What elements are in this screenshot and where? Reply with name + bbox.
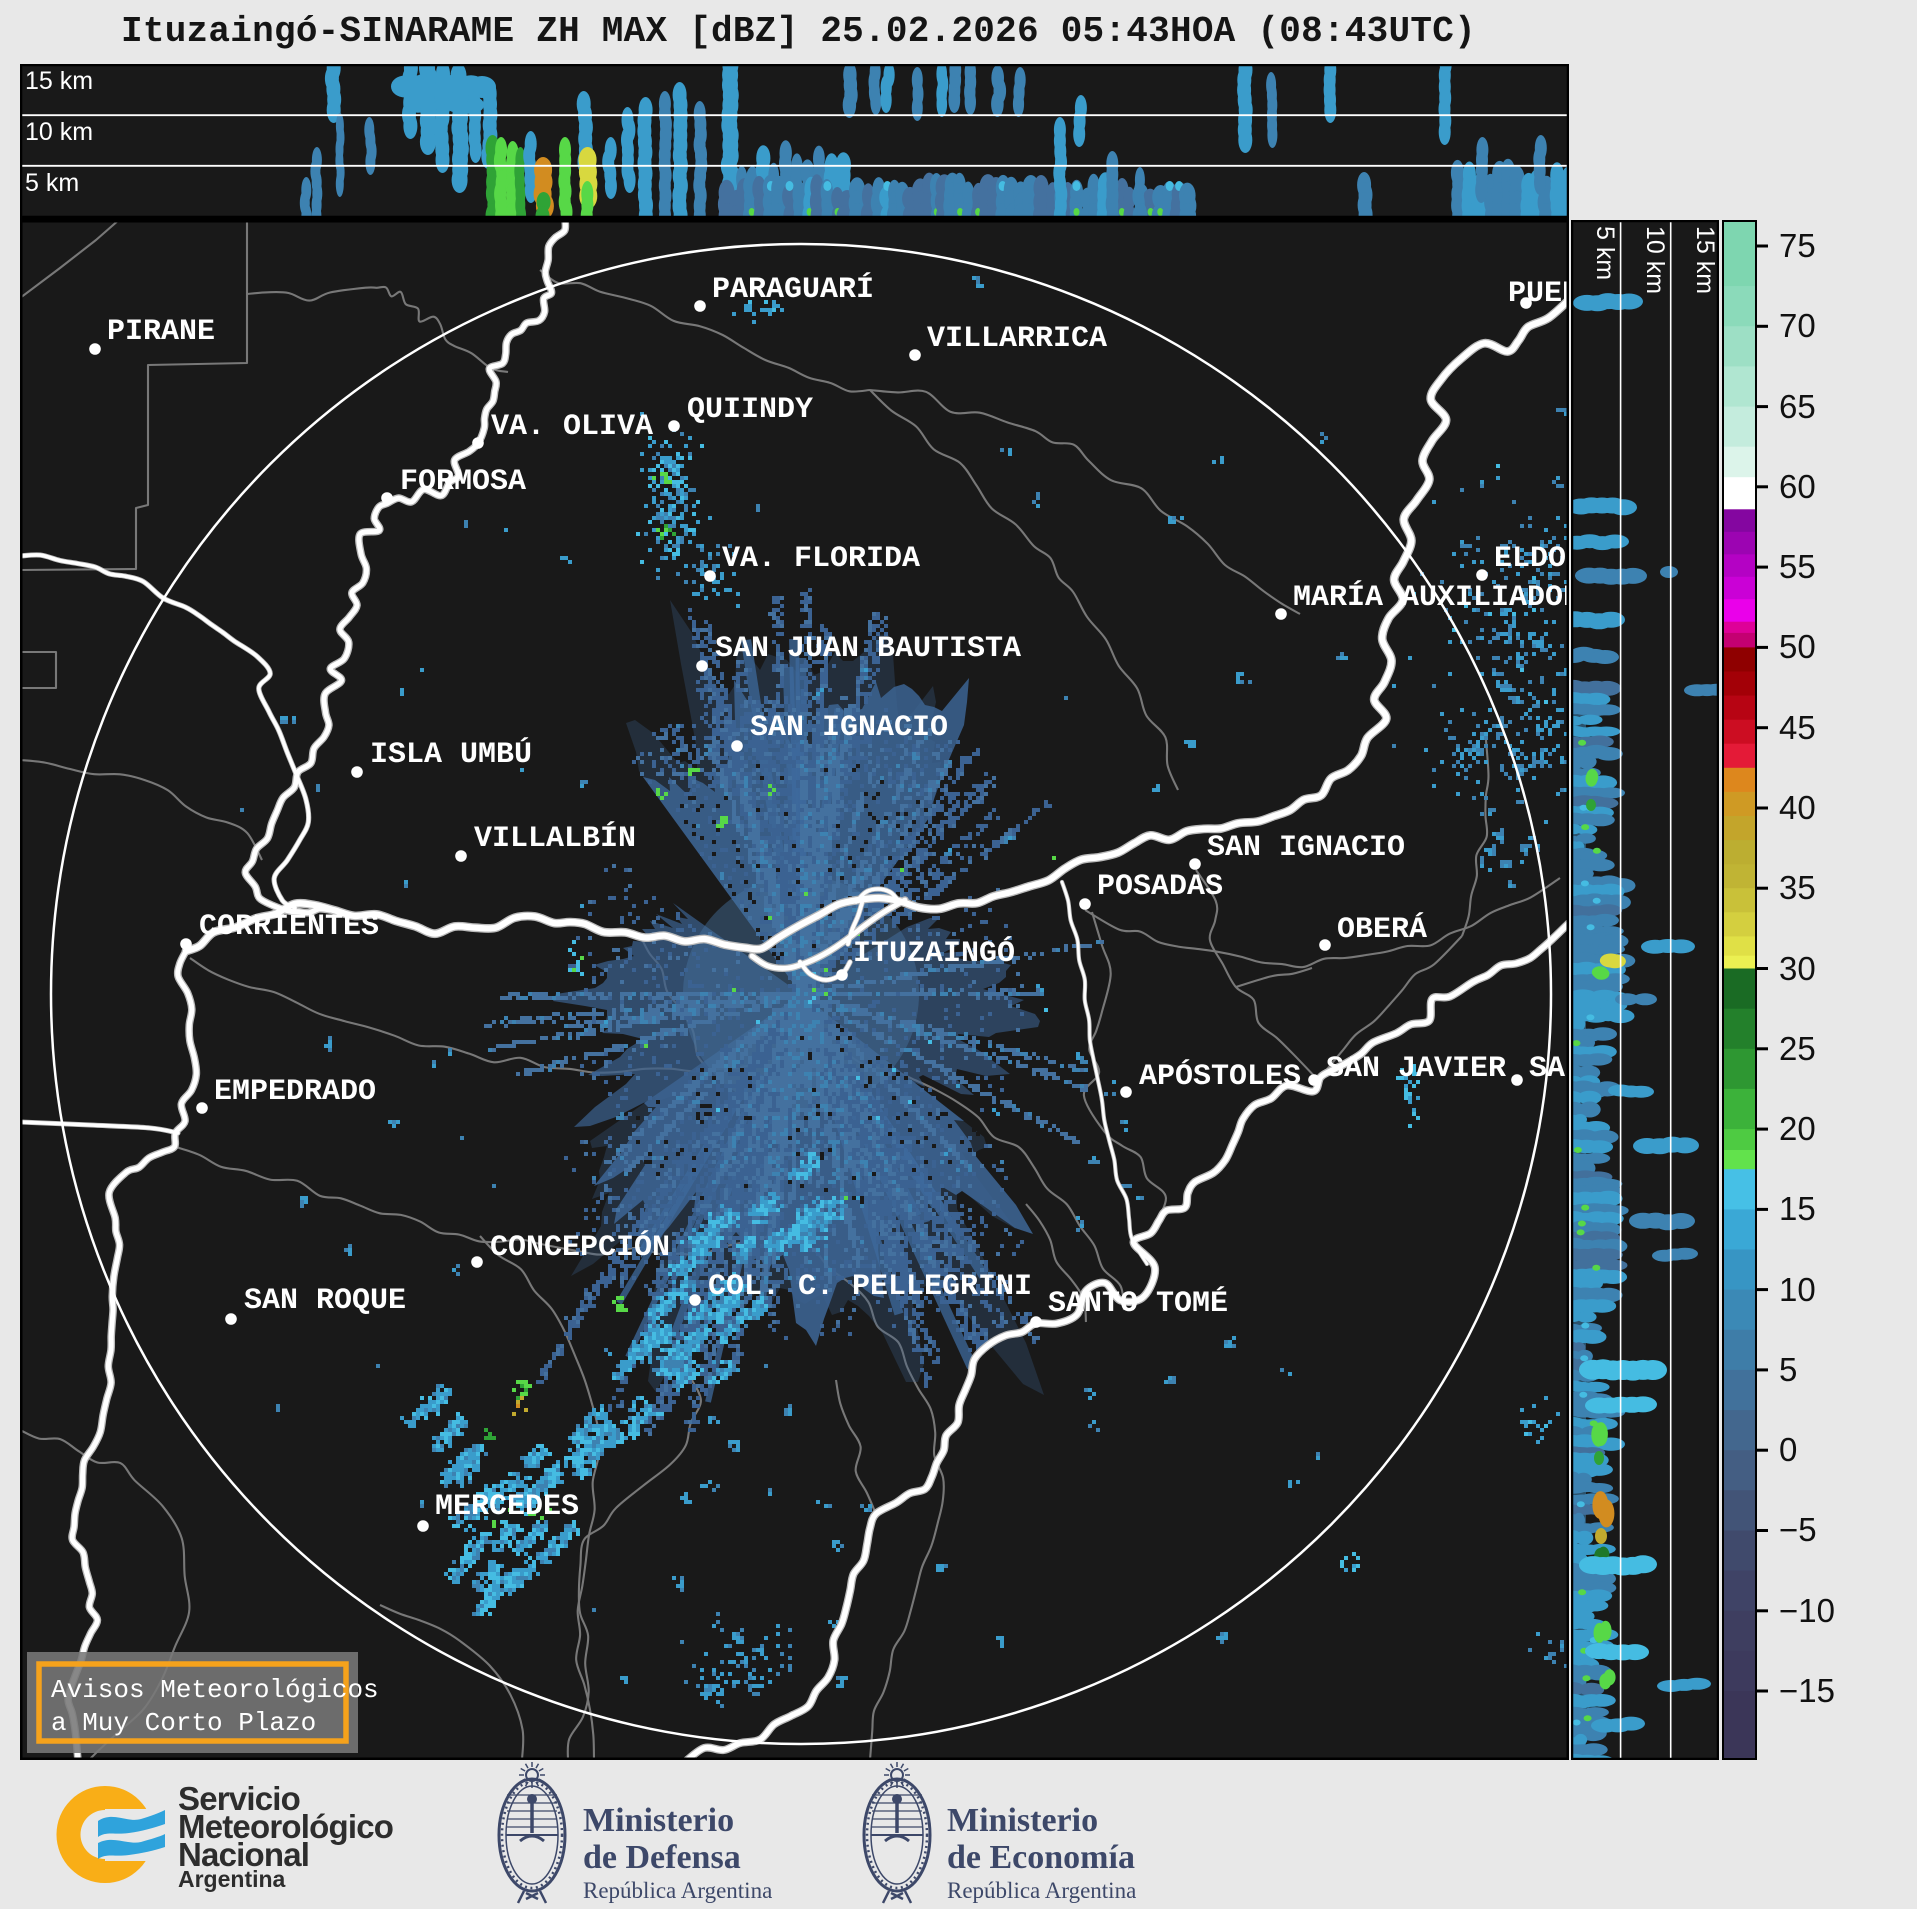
svg-text:MERCEDES: MERCEDES: [435, 1490, 579, 1524]
svg-text:FORMOSA: FORMOSA: [400, 465, 526, 499]
svg-text:PARAGUARÍ: PARAGUARÍ: [712, 272, 874, 307]
svg-text:15 km: 15 km: [25, 67, 93, 95]
svg-text:CONCEPCIÓN: CONCEPCIÓN: [490, 1230, 670, 1265]
svg-text:VILLALBÍN: VILLALBÍN: [474, 821, 636, 856]
svg-text:SANTO TOMÉ: SANTO TOMÉ: [1048, 1286, 1228, 1321]
svg-text:5 km: 5 km: [25, 169, 79, 197]
svg-text:POSADAS: POSADAS: [1097, 870, 1223, 904]
svg-text:PUERTO: PUERTO: [1508, 277, 1569, 311]
svg-text:a Muy Corto Plazo: a Muy Corto Plazo: [51, 1708, 316, 1738]
svg-text:MARÍA AUXILIADORA: MARÍA AUXILIADORA: [1293, 580, 1569, 615]
svg-text:EMPEDRADO: EMPEDRADO: [214, 1075, 376, 1109]
svg-text:SAN JAVIER: SAN JAVIER: [1326, 1052, 1506, 1086]
svg-text:SAN IGNACIO: SAN IGNACIO: [1207, 831, 1405, 865]
svg-text:CORRIENTES: CORRIENTES: [199, 910, 379, 944]
svg-text:SAN ROQUE: SAN ROQUE: [244, 1284, 406, 1318]
svg-text:ITUZAINGÓ: ITUZAINGÓ: [853, 936, 1015, 971]
svg-text:5 km: 5 km: [1591, 226, 1619, 280]
svg-text:SAN JUAN BAUTISTA: SAN JUAN BAUTISTA: [715, 632, 1021, 666]
svg-text:10 km: 10 km: [25, 118, 93, 146]
svg-text:Avisos Meteorológicos: Avisos Meteorológicos: [51, 1675, 379, 1705]
svg-text:QUIINDY: QUIINDY: [687, 393, 813, 427]
svg-text:15 km: 15 km: [1691, 226, 1719, 294]
svg-text:PIRANE: PIRANE: [107, 315, 215, 349]
svg-text:OBERÁ: OBERÁ: [1337, 912, 1427, 947]
svg-text:VILLARRICA: VILLARRICA: [927, 322, 1107, 356]
svg-text:10 km: 10 km: [1641, 226, 1669, 294]
svg-text:VA. OLIVA: VA. OLIVA: [491, 410, 653, 444]
svg-text:COL. C. PELLEGRINI: COL. C. PELLEGRINI: [708, 1270, 1032, 1304]
svg-text:ISLA UMBÚ: ISLA UMBÚ: [370, 737, 532, 772]
svg-text:ELDORADO: ELDORADO: [1494, 542, 1569, 576]
svg-text:SAN IGNACIO: SAN IGNACIO: [750, 711, 948, 745]
svg-text:APÓSTOLES: APÓSTOLES: [1139, 1059, 1301, 1094]
svg-text:VA. FLORIDA: VA. FLORIDA: [722, 542, 920, 576]
svg-text:SAN: SAN: [1529, 1052, 1569, 1086]
